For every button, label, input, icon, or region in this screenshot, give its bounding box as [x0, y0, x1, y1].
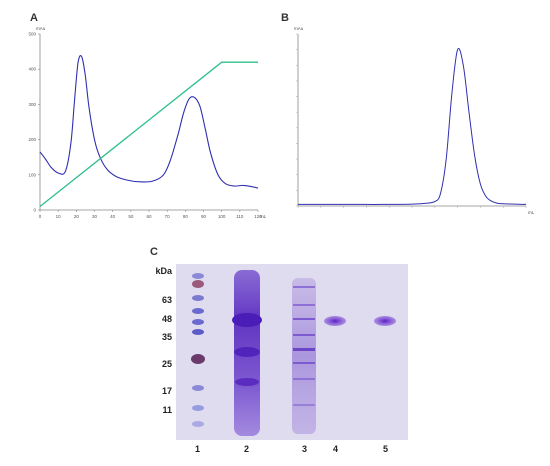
x-tick-label: 40	[110, 214, 116, 219]
panel-a-label: A	[30, 12, 38, 24]
y-axis-label: mAu	[294, 26, 304, 31]
lane-number: 1	[195, 444, 201, 454]
marker-label: 48	[161, 314, 172, 324]
x-tick-label: 10	[56, 214, 62, 219]
x-tick-label: 20	[74, 214, 80, 219]
marker-label: 11	[162, 405, 172, 415]
lane-number: 2	[244, 444, 250, 454]
gel-lane-2	[232, 270, 262, 436]
gel-lane-5	[374, 316, 396, 326]
panel-b-label: B	[281, 12, 289, 24]
panel-c-label: C	[150, 246, 158, 258]
x-tick-label: 90	[201, 214, 207, 219]
kda-unit-label: kDa	[155, 266, 172, 276]
lane-number: 3	[302, 444, 308, 454]
y-tick-label: 400	[28, 67, 36, 72]
x-tick-label: 100	[218, 214, 226, 219]
y-axis-label: mAu	[36, 26, 46, 31]
gel-lane-1	[191, 273, 205, 427]
y-tick-label: 300	[28, 102, 36, 107]
y-tick-label: 200	[28, 137, 36, 142]
y-tick-label: 100	[28, 172, 36, 177]
x-axis-label: mL	[528, 210, 535, 215]
gradient-line	[39, 61, 258, 208]
x-tick-label: 0	[39, 214, 42, 219]
marker-label: 63	[161, 295, 172, 305]
uv-absorbance-line	[39, 55, 259, 189]
x-tick-label: 80	[183, 214, 189, 219]
marker-label: 35	[161, 332, 172, 342]
chromatogram-a: 0 10 20 30 40 50 60 70 80 90 100 110 120 0 100 200 300 40…	[28, 26, 267, 219]
uv-absorbance-line	[298, 47, 527, 205]
sds-page-gel-figure: kDa 63 48 35 25 17 11	[150, 258, 420, 458]
y-tick-label: 500	[28, 32, 36, 37]
x-axis-label: mL	[260, 214, 267, 219]
gel-lane-3	[292, 278, 316, 434]
chromatogram-b: mAu mL	[294, 26, 535, 215]
gel-image	[176, 264, 408, 440]
x-tick-label: 120	[254, 214, 262, 219]
marker-label: 25	[161, 359, 172, 369]
y-tick-label: 0	[33, 208, 36, 213]
lane-number: 5	[383, 444, 389, 454]
x-tick-label: 50	[128, 214, 134, 219]
x-tick-label: 110	[236, 214, 244, 219]
marker-label: 17	[161, 386, 172, 396]
x-tick-label: 60	[146, 214, 152, 219]
x-tick-label: 30	[92, 214, 98, 219]
lane-number: 4	[333, 444, 339, 454]
gel-lane-4	[324, 316, 346, 326]
x-tick-label: 70	[165, 214, 171, 219]
